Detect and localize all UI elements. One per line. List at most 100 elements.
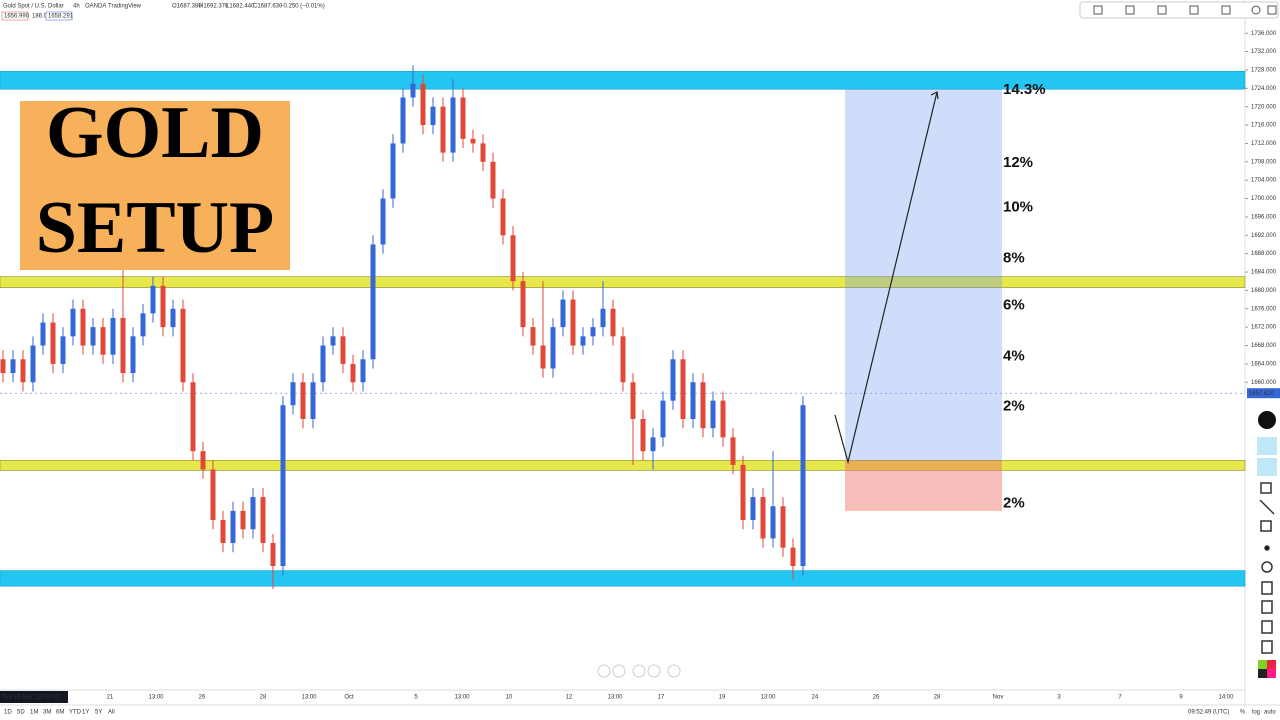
- candle-body: [480, 143, 486, 162]
- candle-body: [290, 382, 296, 406]
- reset[interactable]: [667, 664, 681, 678]
- tool-icon[interactable]: [1267, 5, 1277, 15]
- y-tick-label: 1676.000: [1251, 306, 1277, 312]
- range-button[interactable]: 1Y: [82, 710, 89, 716]
- candle-body: [790, 547, 796, 566]
- candle-body: [110, 317, 116, 355]
- candle-body: [550, 327, 556, 369]
- title-box: GOLD SETUP: [20, 92, 290, 270]
- candle-body: [190, 382, 196, 452]
- tool-icon[interactable]: [1125, 5, 1135, 15]
- candle-body: [400, 97, 406, 144]
- percent-label: 4%: [1003, 348, 1025, 365]
- x-tick-label: 19: [719, 695, 726, 701]
- tool-icon[interactable]: [1261, 581, 1273, 595]
- candle-body: [160, 285, 166, 328]
- tool-icon[interactable]: [1221, 5, 1231, 15]
- y-tick-label: 1680.000: [1251, 288, 1277, 294]
- range-button[interactable]: 1D: [4, 710, 12, 716]
- candle-body: [230, 510, 236, 544]
- tool-icon[interactable]: [1157, 5, 1167, 15]
- candle-body: [590, 327, 596, 337]
- y-tick-label: 1692.000: [1251, 233, 1277, 239]
- percent-label: 8%: [1003, 250, 1025, 267]
- range-button[interactable]: 5D: [17, 710, 25, 716]
- tool-icon[interactable]: [1093, 5, 1103, 15]
- candle-body: [250, 497, 256, 530]
- percent-label: 6%: [1003, 297, 1025, 314]
- scroll-left[interactable]: [632, 664, 646, 678]
- tool-icon[interactable]: [1258, 411, 1276, 429]
- scale-toggle[interactable]: log: [1252, 710, 1260, 716]
- x-tick-label: 13:00: [148, 695, 164, 701]
- candle-body: [720, 400, 726, 438]
- color-swatch[interactable]: [1267, 660, 1276, 669]
- buy-box[interactable]: [45, 11, 73, 21]
- x-tick-label: 13:00: [607, 695, 623, 701]
- scale-toggle[interactable]: auto: [1264, 710, 1276, 716]
- tool-icon[interactable]: [1260, 520, 1272, 532]
- range-button[interactable]: All: [108, 710, 115, 716]
- x-tick-label: 24: [812, 695, 819, 701]
- range-button[interactable]: 3M: [43, 710, 51, 716]
- y-tick-label: 1700.000: [1251, 196, 1277, 202]
- y-tick-label: 1728.000: [1251, 68, 1277, 74]
- candle-body: [350, 363, 356, 383]
- tool-icon[interactable]: [1257, 437, 1277, 455]
- range-button[interactable]: 6M: [56, 710, 64, 716]
- zoom-out[interactable]: [597, 664, 611, 678]
- candle-body: [310, 382, 316, 420]
- candle-body: [0, 359, 6, 374]
- clock: 09:52:49 (UTC): [1188, 710, 1229, 716]
- side-toolbar: [1255, 405, 1280, 715]
- y-tick-label: 1668.000: [1251, 343, 1277, 349]
- tool-icon[interactable]: [1257, 458, 1277, 476]
- ohlc: −0.250 (−0.01%): [280, 4, 325, 10]
- tool-icon[interactable]: [1259, 499, 1275, 515]
- candle-body: [300, 382, 306, 420]
- scroll-right[interactable]: [647, 664, 661, 678]
- candle-body: [490, 161, 496, 199]
- candle-body: [210, 469, 216, 521]
- y-tick-label: 1732.000: [1251, 49, 1277, 55]
- percent-label: 14.3%: [1003, 81, 1046, 98]
- tool-icon[interactable]: [1260, 482, 1272, 494]
- y-tick-label: 1664.000: [1251, 361, 1277, 367]
- percent-label: 2%: [1003, 398, 1025, 415]
- tool-icon[interactable]: [1251, 5, 1261, 15]
- symbol: Gold Spot / U.S. Dollar: [3, 4, 64, 10]
- color-swatch[interactable]: [1258, 669, 1267, 678]
- price-zone: [0, 460, 1246, 471]
- tool-icon[interactable]: [1261, 620, 1273, 634]
- x-tick-label: 12: [566, 695, 573, 701]
- candle-body: [360, 359, 366, 383]
- candle-body: [200, 451, 206, 470]
- range-button[interactable]: 1M: [30, 710, 38, 716]
- x-tick-label: 14:00: [1218, 695, 1234, 701]
- color-swatch[interactable]: [1267, 669, 1276, 678]
- tool-icon[interactable]: [1264, 545, 1270, 551]
- zoom-in[interactable]: [612, 664, 626, 678]
- x-tick-label: 26: [873, 695, 880, 701]
- candle-body: [390, 143, 396, 199]
- color-swatch[interactable]: [1258, 660, 1267, 669]
- scale-toggle[interactable]: %: [1240, 710, 1246, 716]
- tool-icon[interactable]: [1261, 600, 1273, 614]
- range-button[interactable]: YTD: [69, 710, 82, 716]
- x-tick-label: 3: [1057, 695, 1061, 701]
- y-tick-label: 1712.000: [1251, 141, 1277, 147]
- candle-body: [600, 308, 606, 328]
- candle-body: [150, 285, 156, 314]
- tool-icon[interactable]: [1261, 640, 1273, 654]
- quote: 1656.990: [4, 14, 30, 20]
- tool-icon[interactable]: [1261, 561, 1273, 573]
- candle-body: [240, 510, 246, 530]
- sell-box[interactable]: [1, 11, 29, 21]
- candle-body: [620, 336, 626, 383]
- tool-icon[interactable]: [1189, 5, 1199, 15]
- candle-body: [40, 322, 46, 346]
- last-price-label: 1657.620: [1249, 391, 1275, 397]
- range-button[interactable]: 5Y: [95, 710, 102, 716]
- candle-body: [780, 506, 786, 548]
- candle-body: [340, 336, 346, 364]
